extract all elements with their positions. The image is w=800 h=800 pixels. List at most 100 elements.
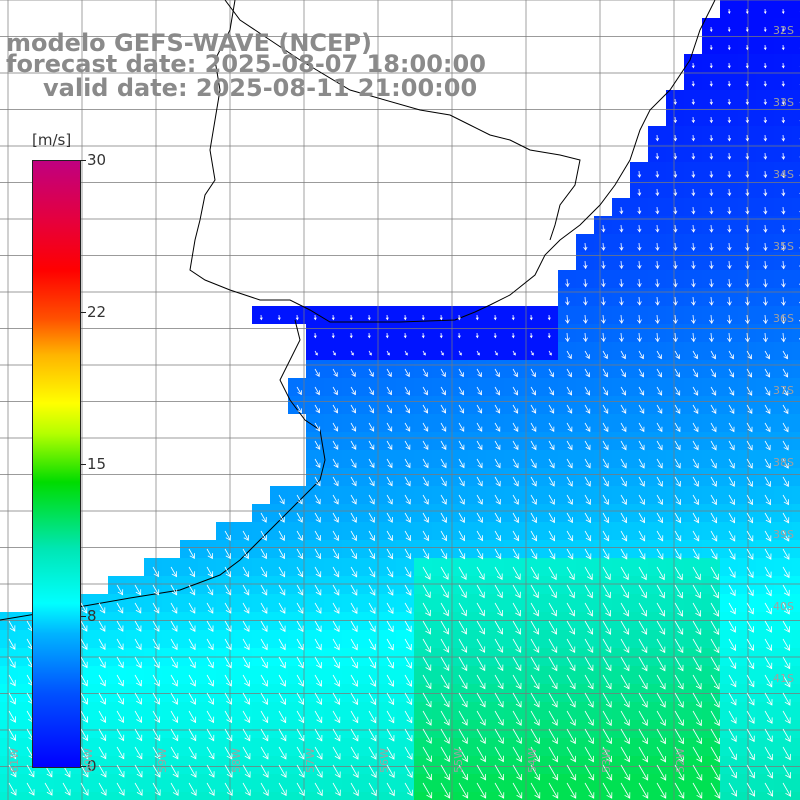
wind-arrow-head xyxy=(727,156,732,160)
wind-arrow-head xyxy=(81,661,88,669)
wind-arrow-head xyxy=(208,753,215,760)
wind-arrow-head xyxy=(513,517,519,524)
lon-label: 54W xyxy=(526,748,539,773)
wind-arrow xyxy=(350,458,357,468)
wind-arrow xyxy=(314,692,322,705)
wind-arrow-head xyxy=(479,701,486,708)
wind-speed-cell xyxy=(396,792,414,800)
colorbar-tick xyxy=(80,464,86,465)
wind-arrow xyxy=(368,674,376,687)
wind-arrow-head xyxy=(655,319,660,324)
wind-arrow-head xyxy=(726,337,732,343)
wind-arrow xyxy=(134,764,143,778)
wind-arrow-head xyxy=(424,591,431,599)
wind-arrow xyxy=(224,620,232,632)
wind-arrow xyxy=(566,530,573,541)
wind-arrow xyxy=(224,548,231,559)
wind-arrow-head xyxy=(714,792,721,799)
wind-arrow xyxy=(548,584,557,598)
wind-arrow-head xyxy=(551,664,558,672)
wind-arrow-head xyxy=(118,789,125,796)
wind-arrow-head xyxy=(567,480,573,487)
wind-arrow-head xyxy=(495,426,501,432)
wind-arrow-head xyxy=(261,643,268,651)
wind-arrow xyxy=(728,602,736,615)
wind-arrow xyxy=(386,422,393,432)
wind-arrow-head xyxy=(495,499,501,505)
lon-label: 56W xyxy=(378,748,391,773)
wind-arrow-head xyxy=(369,571,376,578)
wind-arrow-head xyxy=(784,717,791,724)
wind-arrow xyxy=(494,368,500,377)
wind-arrow-head xyxy=(533,646,540,653)
wind-arrow-head xyxy=(479,682,486,690)
wind-arrow xyxy=(602,584,611,598)
wind-arrow-head xyxy=(531,408,537,414)
wind-arrow-head xyxy=(637,246,642,251)
wind-arrow xyxy=(782,566,790,578)
wind-arrow-head xyxy=(172,752,179,760)
wind-arrow xyxy=(710,620,720,635)
wind-arrow-head xyxy=(695,610,702,617)
wind-arrow xyxy=(692,206,694,214)
wind-speed-cell xyxy=(756,792,774,800)
wind-arrow xyxy=(314,404,320,413)
wind-arrow xyxy=(692,512,699,523)
wind-arrow-head xyxy=(9,679,16,687)
wind-arrow-head xyxy=(405,607,412,615)
wind-arrow-head xyxy=(459,444,465,451)
wind-arrow-head xyxy=(117,625,124,632)
wind-arrow-head xyxy=(642,774,649,781)
wind-arrow xyxy=(692,476,699,487)
wind-arrow-head xyxy=(621,535,628,542)
wind-arrow-head xyxy=(711,426,717,433)
wind-arrow xyxy=(746,404,753,414)
wind-arrow xyxy=(656,404,663,414)
wind-arrow xyxy=(260,638,268,650)
wind-arrow-head xyxy=(369,372,374,378)
wind-arrow xyxy=(314,512,321,523)
wind-arrow xyxy=(206,620,214,632)
wind-arrow-head xyxy=(479,664,486,672)
wind-arrow xyxy=(314,656,322,669)
wind-arrow xyxy=(494,512,501,523)
wind-arrow xyxy=(152,620,160,632)
wind-arrow xyxy=(332,656,340,669)
wind-arrow-head xyxy=(315,480,321,487)
wind-speed-cell xyxy=(180,792,198,800)
wind-arrow-head xyxy=(208,734,215,742)
wind-arrow-head xyxy=(208,680,214,687)
wind-arrow xyxy=(188,548,195,559)
wind-arrow-head xyxy=(153,589,160,596)
wind-arrow xyxy=(134,692,142,705)
wind-arrow xyxy=(332,638,340,650)
wind-arrow xyxy=(224,602,232,614)
wind-arrow-head xyxy=(387,352,390,356)
wind-arrow xyxy=(368,728,377,742)
wind-arrow-head xyxy=(387,390,392,396)
wind-arrow-head xyxy=(388,698,395,706)
wind-arrow xyxy=(638,440,645,450)
wind-arrow-head xyxy=(711,462,717,469)
wind-arrow xyxy=(332,764,341,778)
wind-arrow-head xyxy=(763,83,767,87)
wind-arrow-head xyxy=(641,628,648,635)
wind-arrow-head xyxy=(425,719,432,726)
wind-arrow-head xyxy=(641,683,648,690)
wind-arrow-head xyxy=(153,643,160,651)
wind-arrow xyxy=(314,368,320,377)
wind-arrow xyxy=(728,512,735,523)
wind-arrow-head xyxy=(603,553,610,560)
wind-arrow xyxy=(458,476,465,487)
wind-arrow xyxy=(170,674,178,687)
wind-arrow-head xyxy=(423,408,429,414)
wind-arrow-head xyxy=(677,591,683,599)
wind-arrow xyxy=(764,476,771,487)
wind-arrow xyxy=(314,440,321,450)
wind-arrow-head xyxy=(639,390,645,396)
wind-arrow xyxy=(746,170,748,178)
wind-arrow-head xyxy=(388,771,395,779)
wind-arrow-head xyxy=(425,609,431,617)
wind-arrow xyxy=(476,458,483,468)
wind-arrow xyxy=(386,512,393,523)
